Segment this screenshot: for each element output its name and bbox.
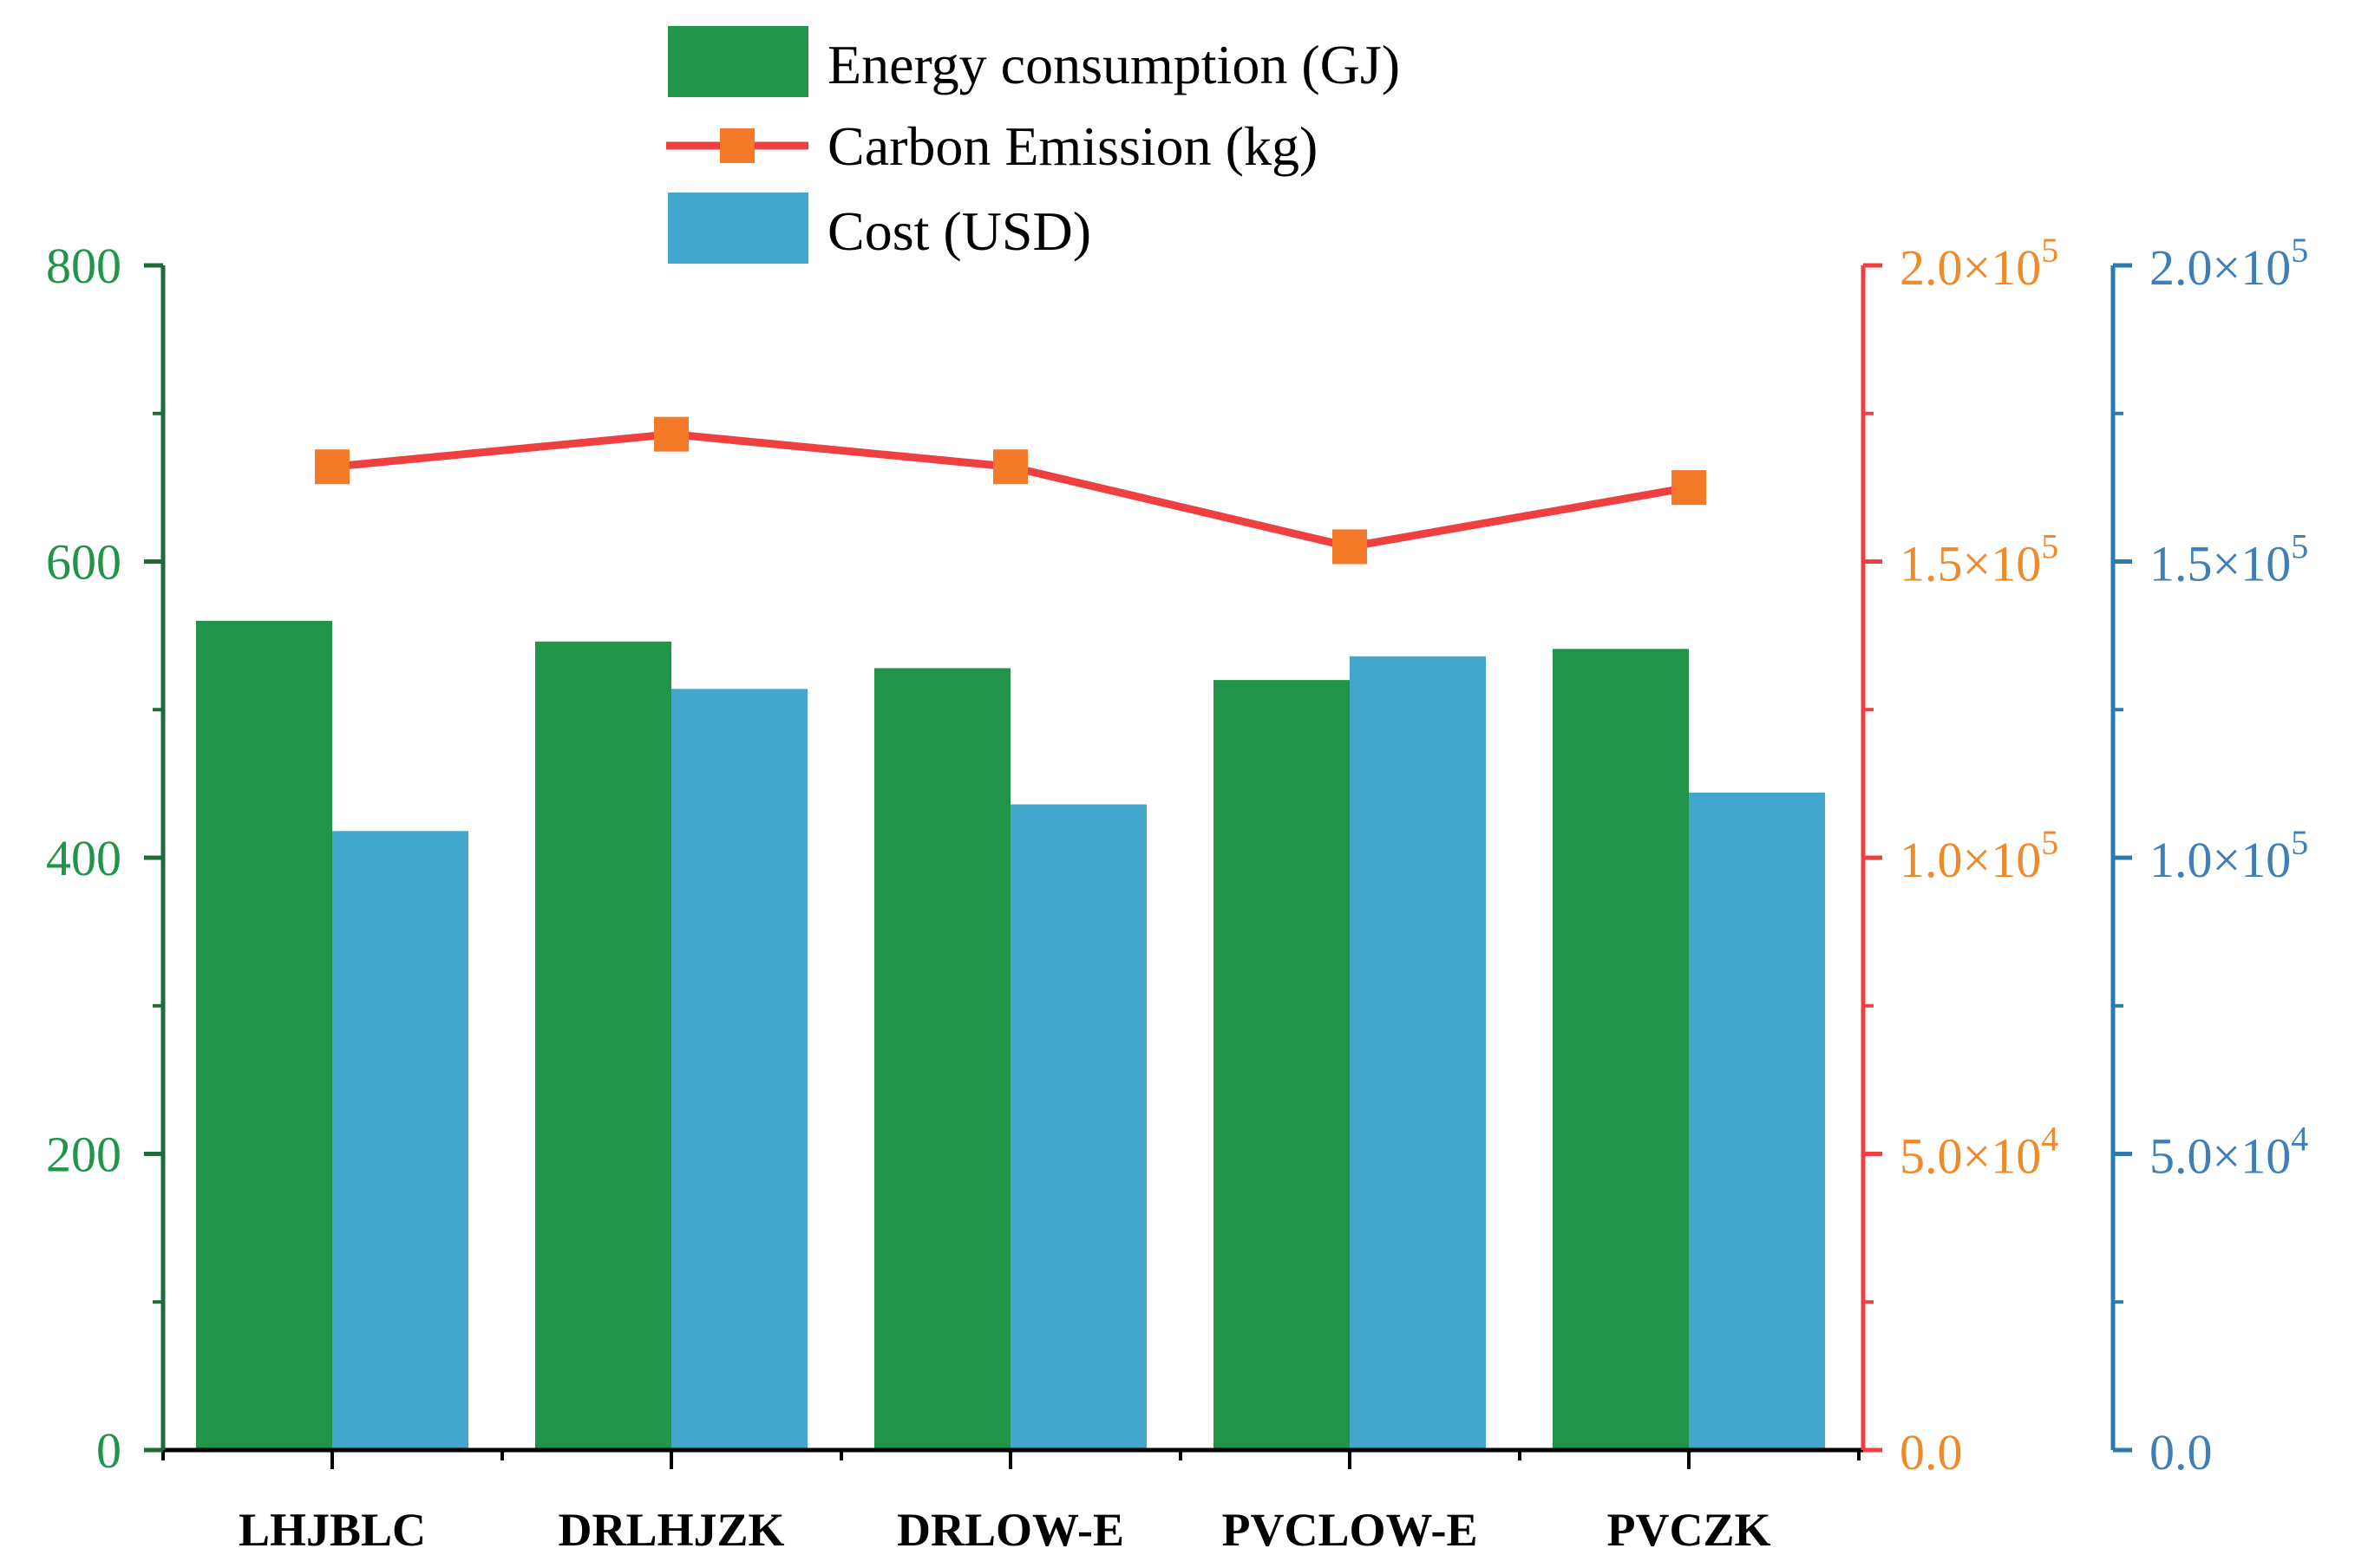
energy-bar [535,641,671,1450]
energy-bar [874,668,1011,1450]
left-tick-label: 600 [46,534,121,591]
carbon-tick-label: 0.0 [1900,1424,1963,1480]
cost-bar [671,689,808,1450]
energy-bar [1553,649,1689,1450]
carbon-tick-label: 5.0×104 [1900,1120,2058,1185]
legend-label-carbon: Carbon Emission (kg) [827,115,1318,177]
energy-bar [1213,680,1350,1450]
legend: Energy consumption (GJ) Carbon Emission (… [666,26,1400,264]
x-tick-label: DRLHJZK [558,1504,784,1556]
energy-bar [196,620,332,1450]
cost-tick-label: 1.5×105 [2149,527,2308,592]
legend-label-energy: Energy consumption (GJ) [827,34,1400,95]
carbon-tick-label: 1.5×105 [1900,527,2058,592]
carbon-marker [993,449,1028,485]
legend-swatch-carbon-marker [720,128,755,163]
carbon-marker [1332,529,1367,565]
cost-bar [332,831,468,1450]
cost-tick-label: 0.0 [2149,1424,2213,1480]
cost-tick-label: 1.0×105 [2149,823,2308,888]
carbon-tick-label: 1.0×105 [1900,823,2058,888]
cost-tick-label: 2.0×105 [2149,231,2308,296]
x-tick-label: PVCLOW-E [1222,1504,1478,1556]
legend-swatch-cost [668,193,808,264]
left-tick-label: 0 [96,1422,121,1479]
left-tick-label: 400 [46,830,121,886]
x-tick-label: PVCZK [1607,1504,1771,1556]
cost-bar [1350,656,1486,1450]
x-tick-label: LHJBLC [239,1504,426,1556]
carbon-marker [1671,470,1706,506]
cost-tick-label: 5.0×104 [2149,1120,2308,1185]
carbon-marker [654,416,689,452]
carbon-marker [315,449,350,485]
cost-bar [1689,792,1825,1450]
x-tick-label: DRLOW-E [897,1504,1124,1556]
carbon-tick-label: 2.0×105 [1900,231,2058,296]
cost-bar [1011,804,1147,1450]
left-tick-label: 800 [46,238,121,294]
legend-label-cost: Cost (USD) [827,200,1091,262]
legend-swatch-energy [668,26,808,97]
left-tick-label: 200 [46,1127,121,1183]
